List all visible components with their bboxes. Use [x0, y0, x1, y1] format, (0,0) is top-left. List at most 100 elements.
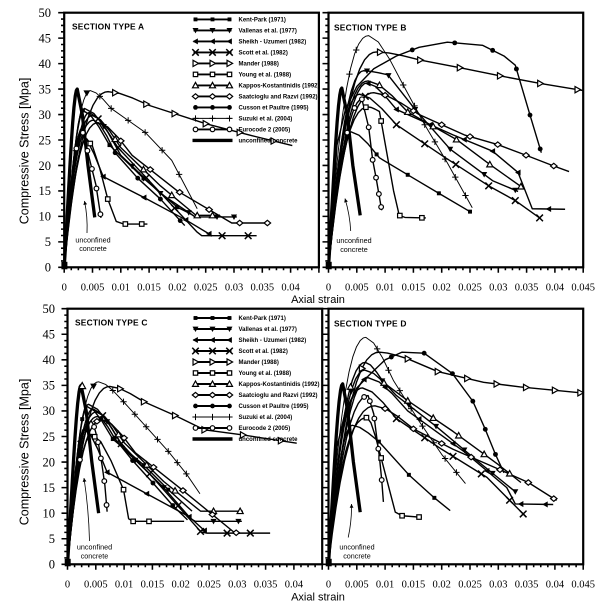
- svg-text:Vallenas et al. (1977): Vallenas et al. (1977): [239, 29, 297, 35]
- svg-text:0.035: 0.035: [250, 283, 274, 294]
- svg-text:0.015: 0.015: [141, 579, 165, 590]
- svg-text:Saatcioglu and Razvi (1992): Saatcioglu and Razvi (1992): [239, 393, 318, 399]
- svg-text:SECTION TYPE A: SECTION TYPE A: [72, 22, 144, 32]
- svg-text:Sheikh - Uzumeri (1982): Sheikh - Uzumeri (1982): [239, 40, 307, 46]
- svg-text:0.01: 0.01: [115, 579, 133, 590]
- svg-text:10: 10: [43, 506, 56, 520]
- svg-text:SECTION TYPE C: SECTION TYPE C: [75, 318, 148, 328]
- svg-text:0.01: 0.01: [376, 283, 394, 294]
- svg-text:0.01: 0.01: [376, 579, 394, 590]
- svg-text:0.04: 0.04: [285, 579, 304, 590]
- svg-text:Axial strain: Axial strain: [291, 592, 345, 604]
- svg-text:concrete: concrete: [79, 244, 107, 253]
- svg-text:45: 45: [43, 328, 56, 342]
- svg-text:concrete: concrete: [81, 552, 109, 561]
- svg-text:20: 20: [39, 159, 52, 173]
- svg-text:35: 35: [43, 379, 56, 393]
- svg-text:Kappos-Kostantinidis (1992): Kappos-Kostantinidis (1992): [239, 382, 320, 388]
- svg-text:5: 5: [49, 532, 55, 546]
- svg-text:0: 0: [65, 579, 70, 590]
- svg-text:Mander (1988): Mander (1988): [239, 360, 279, 366]
- svg-text:Kent-Park (1971): Kent-Park (1971): [239, 316, 286, 322]
- svg-text:5: 5: [45, 235, 51, 249]
- svg-text:Sheikh - Uzumeri (1982): Sheikh - Uzumeri (1982): [239, 338, 307, 344]
- svg-text:0.005: 0.005: [345, 283, 369, 294]
- svg-text:25: 25: [39, 133, 52, 147]
- svg-text:40: 40: [43, 353, 56, 367]
- svg-text:Axial strain: Axial strain: [291, 294, 345, 306]
- svg-text:15: 15: [43, 481, 56, 495]
- svg-text:0.04: 0.04: [546, 579, 565, 590]
- svg-text:0.02: 0.02: [168, 283, 186, 294]
- svg-text:SECTION TYPE B: SECTION TYPE B: [334, 23, 407, 33]
- svg-text:SECTION TYPE D: SECTION TYPE D: [334, 319, 407, 329]
- svg-text:0.04: 0.04: [546, 283, 565, 294]
- svg-text:Compressive Stress [Mpa]: Compressive Stress [Mpa]: [18, 78, 32, 225]
- svg-text:0.005: 0.005: [84, 579, 108, 590]
- svg-text:0.03: 0.03: [489, 283, 507, 294]
- svg-text:35: 35: [39, 82, 52, 96]
- svg-text:15: 15: [39, 184, 52, 198]
- svg-text:10: 10: [39, 210, 52, 224]
- svg-text:0.02: 0.02: [433, 579, 451, 590]
- svg-text:Mander (1988): Mander (1988): [239, 62, 279, 68]
- svg-text:Young et al. (1988): Young et al. (1988): [239, 73, 292, 79]
- svg-text:Vallenas et al. (1977): Vallenas et al. (1977): [239, 327, 297, 333]
- svg-text:Cusson et Paultre (1995): Cusson et Paultre (1995): [239, 404, 309, 410]
- svg-text:0.025: 0.025: [458, 283, 482, 294]
- svg-text:Scott et al. (1982): Scott et al. (1982): [239, 51, 288, 57]
- svg-text:0.045: 0.045: [571, 579, 595, 590]
- svg-text:Scott et al. (1982): Scott et al. (1982): [239, 349, 288, 355]
- svg-text:Compressive Stress [Mpa]: Compressive Stress [Mpa]: [18, 379, 32, 526]
- svg-text:Young et al. (1988): Young et al. (1988): [239, 371, 292, 377]
- svg-text:unconfined concrete: unconfined concrete: [239, 139, 299, 145]
- svg-text:concrete: concrete: [340, 245, 368, 254]
- svg-text:Saatcioglu and Razvi (1992): Saatcioglu and Razvi (1992): [239, 95, 318, 101]
- svg-text:0.005: 0.005: [81, 283, 105, 294]
- svg-text:unconfined: unconfined: [339, 543, 374, 552]
- svg-text:30: 30: [39, 108, 52, 122]
- svg-text:concrete: concrete: [343, 552, 371, 561]
- svg-text:0.04: 0.04: [281, 283, 300, 294]
- svg-text:0.03: 0.03: [489, 579, 507, 590]
- svg-text:0: 0: [45, 261, 51, 275]
- svg-text:45: 45: [39, 31, 52, 45]
- svg-text:unconfined: unconfined: [77, 543, 112, 552]
- svg-text:0.02: 0.02: [433, 283, 451, 294]
- svg-text:25: 25: [43, 430, 56, 444]
- svg-text:40: 40: [39, 57, 52, 71]
- svg-text:0.03: 0.03: [225, 283, 243, 294]
- svg-text:Eurocode 2 (2005): Eurocode 2 (2005): [239, 426, 291, 432]
- svg-text:Eurocode 2 (2005): Eurocode 2 (2005): [239, 128, 291, 134]
- svg-text:Kappos-Kostantinidis (1992): Kappos-Kostantinidis (1992): [239, 84, 320, 90]
- svg-text:50: 50: [39, 6, 52, 20]
- svg-text:0: 0: [326, 579, 331, 590]
- svg-text:unconfined: unconfined: [336, 236, 371, 245]
- svg-text:0: 0: [326, 283, 331, 294]
- svg-text:50: 50: [43, 302, 56, 316]
- svg-text:unconfined: unconfined: [75, 236, 110, 245]
- svg-text:0.015: 0.015: [402, 283, 426, 294]
- svg-text:0.025: 0.025: [197, 579, 221, 590]
- svg-text:0.03: 0.03: [228, 579, 246, 590]
- svg-text:Suzuki et al. (2004): Suzuki et al. (2004): [239, 117, 293, 123]
- svg-text:20: 20: [43, 455, 56, 469]
- svg-text:unconfined concrete: unconfined concrete: [239, 437, 299, 443]
- svg-text:0: 0: [62, 283, 67, 294]
- svg-text:0: 0: [49, 558, 55, 572]
- svg-text:0.025: 0.025: [458, 579, 482, 590]
- svg-text:Suzuki et al. (2004): Suzuki et al. (2004): [239, 415, 293, 421]
- svg-text:0.015: 0.015: [137, 283, 161, 294]
- svg-text:0.015: 0.015: [402, 579, 426, 590]
- svg-text:0.02: 0.02: [172, 579, 190, 590]
- svg-text:0.045: 0.045: [571, 283, 595, 294]
- svg-text:0.005: 0.005: [345, 579, 369, 590]
- svg-text:0.01: 0.01: [112, 283, 130, 294]
- svg-text:0.025: 0.025: [194, 283, 218, 294]
- svg-text:30: 30: [43, 404, 56, 418]
- svg-text:Cusson et Paultre (1995): Cusson et Paultre (1995): [239, 106, 309, 112]
- svg-text:0.035: 0.035: [515, 579, 539, 590]
- svg-text:Kent-Park (1971): Kent-Park (1971): [239, 18, 286, 24]
- svg-text:0.035: 0.035: [254, 579, 278, 590]
- svg-text:0.035: 0.035: [515, 283, 539, 294]
